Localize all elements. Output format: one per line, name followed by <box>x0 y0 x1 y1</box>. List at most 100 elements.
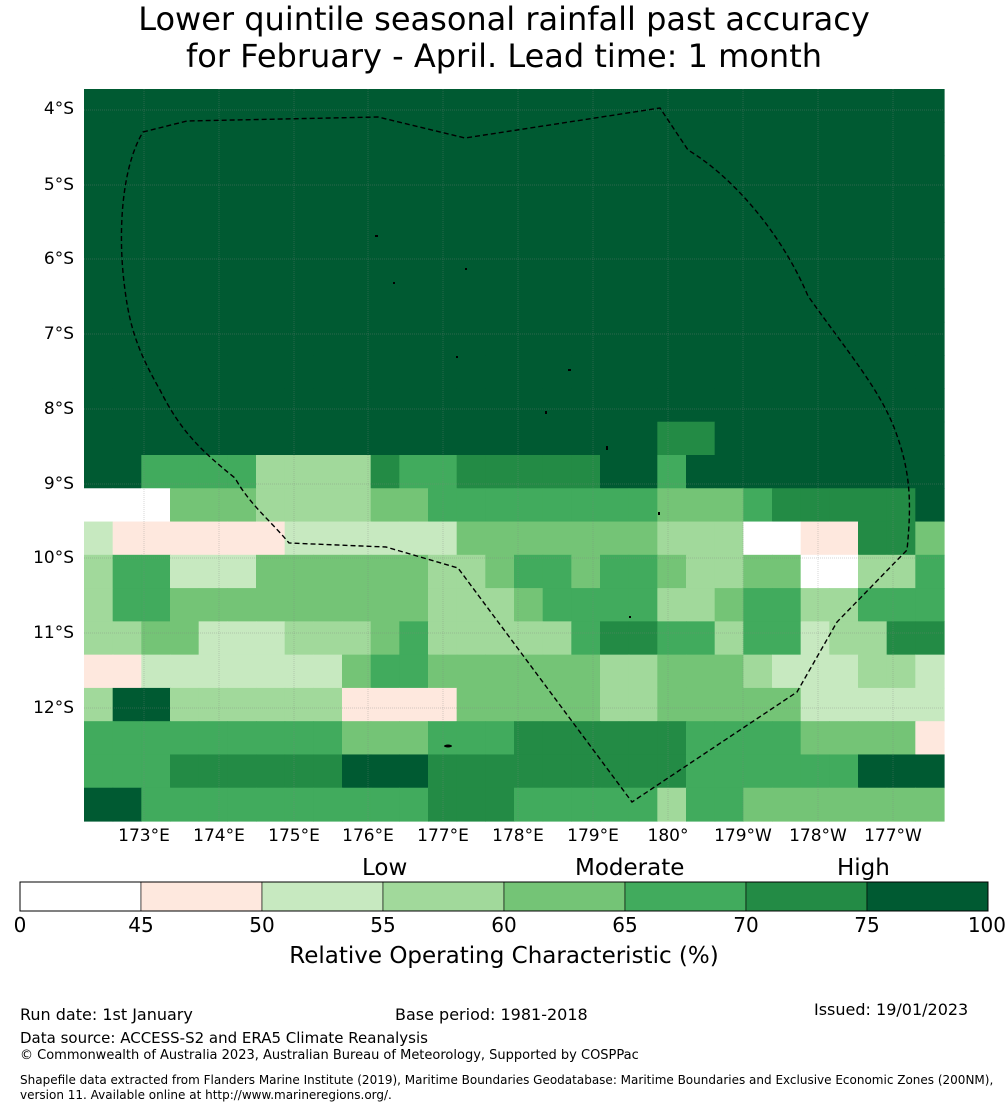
colorbar-segment <box>624 881 747 912</box>
grid-cell <box>284 787 314 822</box>
grid-cell <box>800 455 830 489</box>
grid-cell <box>542 488 572 523</box>
grid-cell <box>800 721 830 756</box>
colorbar-tick-45: 45 <box>128 913 154 937</box>
grid-cell <box>800 554 830 589</box>
grid-cell <box>686 754 716 789</box>
grid-cell <box>657 654 687 689</box>
grid-cell <box>714 554 744 589</box>
grid-cell <box>772 122 802 157</box>
grid-cell <box>657 787 687 822</box>
grid-cell <box>800 388 830 423</box>
grid-cell <box>915 554 945 589</box>
grid-cell <box>858 255 888 290</box>
grid-cell <box>571 188 601 223</box>
grid-cell <box>714 455 744 489</box>
grid-cell <box>428 355 458 390</box>
grid-cell <box>714 721 744 756</box>
grid-cell <box>313 754 343 789</box>
grid-cell <box>227 554 257 589</box>
grid-cell <box>800 222 830 256</box>
grid-cell <box>198 554 228 589</box>
grid-cell <box>170 222 200 256</box>
grid-cell <box>399 321 429 356</box>
grid-cell <box>686 122 716 157</box>
grid-cell <box>915 188 945 223</box>
grid-cell <box>600 654 630 689</box>
grid-cell <box>571 488 601 523</box>
grid-cell <box>829 255 859 290</box>
map-title-line-1: Lower quintile seasonal rainfall past ac… <box>138 0 870 38</box>
grid-cell <box>886 621 916 656</box>
grid-cell <box>600 388 630 423</box>
grid-cell <box>370 488 400 523</box>
colorbar-tick-100: 100 <box>967 913 1006 937</box>
grid-cell <box>428 787 458 822</box>
grid-cell <box>600 488 630 523</box>
grid-cell <box>600 754 630 789</box>
grid-cell <box>542 787 572 822</box>
grid-cell <box>342 455 372 489</box>
grid-cell <box>456 321 486 356</box>
grid-cell <box>428 288 458 323</box>
grid-cell <box>686 687 716 722</box>
grid-cell <box>800 89 830 123</box>
grid-cell <box>915 588 945 622</box>
grid-cell <box>542 588 572 622</box>
grid-cell <box>858 521 888 556</box>
grid-cell <box>399 687 429 722</box>
grid-cell <box>370 588 400 622</box>
grid-cell <box>686 388 716 423</box>
grid-cell <box>829 455 859 489</box>
colorbar-frame <box>19 881 989 912</box>
colorbar-segment <box>866 881 989 912</box>
grid-cell <box>600 288 630 323</box>
grid-cell <box>284 687 314 722</box>
grid-cell <box>542 155 572 190</box>
grid-cell <box>342 255 372 290</box>
grid-cell <box>743 288 773 323</box>
grid-cell <box>800 654 830 689</box>
grid-cell <box>514 255 544 290</box>
grid-cell <box>227 355 257 390</box>
grid-cell <box>428 521 458 556</box>
grid-cell <box>657 421 687 456</box>
grid-cell <box>858 222 888 256</box>
grid-cell <box>170 388 200 423</box>
grid-cell <box>886 288 916 323</box>
grid-cell <box>198 288 228 323</box>
grid-cell <box>284 222 314 256</box>
grid-cell <box>198 155 228 190</box>
grid-cell <box>571 521 601 556</box>
grid-cell <box>342 421 372 456</box>
grid-cell <box>858 155 888 190</box>
grid-cell <box>112 255 142 290</box>
grid-cell <box>456 654 486 689</box>
grid-cell <box>542 355 572 390</box>
grid-cell <box>141 288 171 323</box>
grid-cell <box>628 188 658 223</box>
grid-cell <box>915 89 945 123</box>
grid-cell <box>84 388 114 423</box>
colorbar-tick-75: 75 <box>854 913 880 937</box>
grid-cell <box>886 654 916 689</box>
grid-cell <box>542 654 572 689</box>
issued-date: Issued: 19/01/2023 <box>814 1000 969 1019</box>
grid-cell <box>284 421 314 456</box>
grid-cell <box>829 488 859 523</box>
grid-cell <box>141 654 171 689</box>
grid-cell <box>141 388 171 423</box>
grid-cell <box>571 687 601 722</box>
grid-cell <box>84 455 114 489</box>
grid-cell <box>600 222 630 256</box>
grid-cell <box>198 255 228 290</box>
grid-cell <box>657 388 687 423</box>
grid-cell <box>600 355 630 390</box>
grid-cell <box>428 255 458 290</box>
grid-cell <box>428 89 458 123</box>
grid-cell <box>370 188 400 223</box>
grid-cell <box>485 321 515 356</box>
grid-cell <box>743 488 773 523</box>
grid-cell <box>829 155 859 190</box>
grid-cell <box>370 288 400 323</box>
